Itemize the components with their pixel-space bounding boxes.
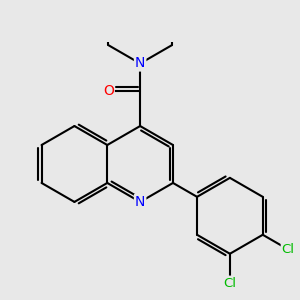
Text: N: N	[135, 56, 145, 70]
Text: N: N	[135, 195, 145, 209]
Text: Cl: Cl	[224, 277, 236, 290]
Text: O: O	[103, 83, 114, 98]
Text: Cl: Cl	[282, 243, 295, 256]
